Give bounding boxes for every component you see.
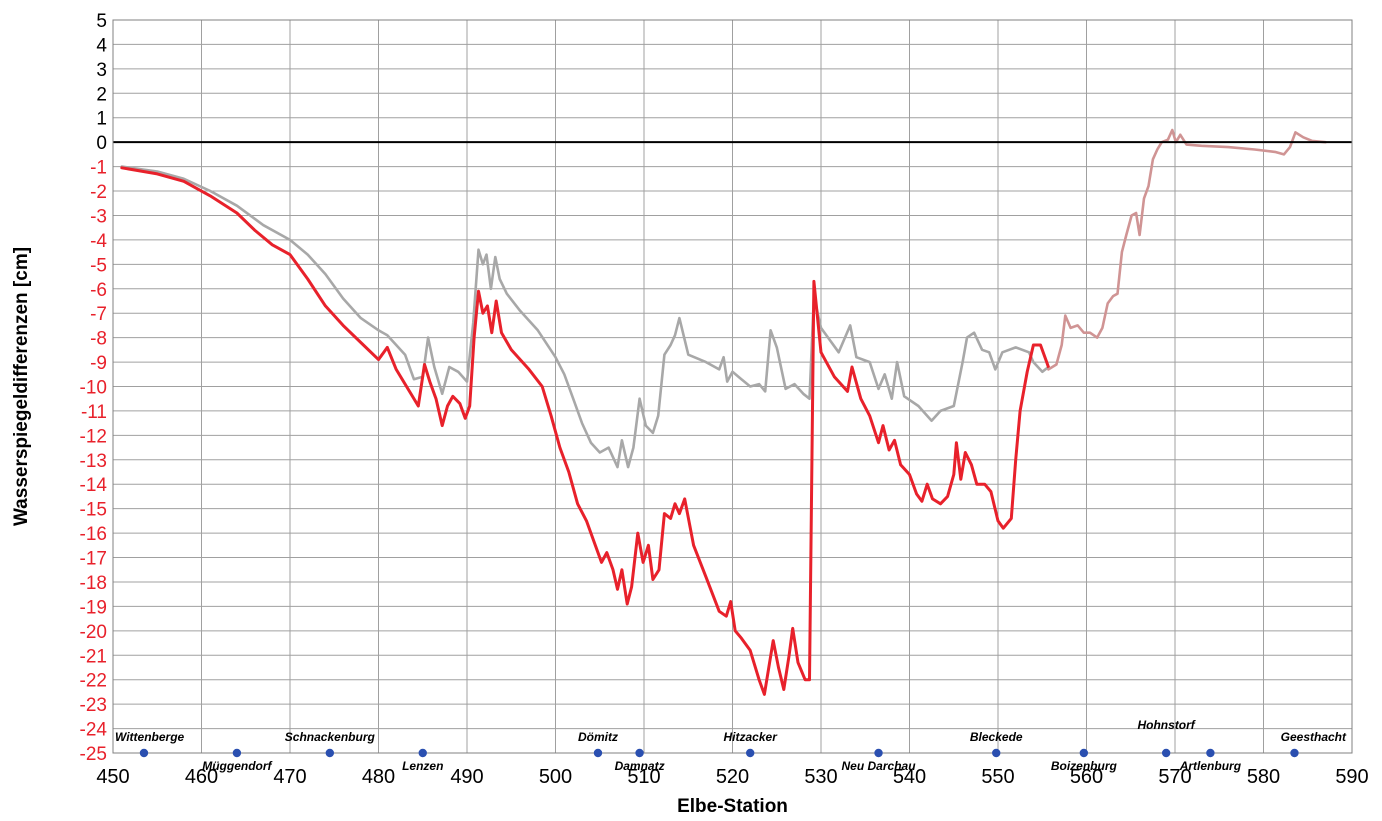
- plot-frame: [112, 19, 1353, 754]
- series-line-3: [1047, 128, 1327, 371]
- y-tick-label: -24: [80, 720, 108, 741]
- y-tick-label: -14: [80, 475, 108, 496]
- y-tick-label: -6: [90, 280, 107, 301]
- station-label: Wittenberge: [115, 730, 185, 744]
- x-tick-label: 510: [627, 766, 660, 788]
- station-label: Neu Darchau: [842, 759, 917, 773]
- y-tick-label: -1: [90, 158, 107, 179]
- y-tick-label: -7: [90, 304, 107, 325]
- y-tick-label: -18: [80, 573, 107, 594]
- station-marker: [1161, 748, 1171, 758]
- station-label: Schnackenburg: [285, 730, 376, 744]
- y-tick-label: -19: [80, 597, 107, 618]
- station-marker: [1290, 748, 1299, 758]
- y-tick-label: 3: [96, 60, 107, 81]
- station-label: Hitzacker: [724, 730, 779, 744]
- station-marker: [635, 748, 644, 758]
- y-tick-label: -17: [80, 549, 107, 570]
- y-tick-label: -12: [80, 426, 107, 447]
- station-marker: [593, 748, 603, 758]
- station-label: Dömitz: [578, 730, 618, 744]
- x-tick-label: 520: [716, 766, 749, 788]
- x-tick-label: 570: [1158, 766, 1191, 788]
- station-marker: [746, 748, 755, 758]
- x-tick-label: 590: [1335, 766, 1368, 788]
- y-tick-label: -21: [80, 646, 107, 667]
- x-tick-label: 550: [981, 766, 1014, 788]
- station-marker: [139, 748, 149, 758]
- station-marker: [992, 748, 1001, 758]
- x-tick-label: 480: [362, 766, 395, 788]
- y-tick-label: -22: [80, 671, 107, 692]
- y-tick-label: -2: [90, 182, 107, 203]
- x-tick-label: 470: [273, 766, 306, 788]
- x-axis-ticks: 450 460 470 480 490 500 510 520 530 540 550 560 570 5…: [96, 766, 1368, 788]
- station-marker: [232, 748, 242, 758]
- station-marker: [1206, 748, 1215, 758]
- y-tick-label: -10: [80, 378, 107, 399]
- station-label: Geesthacht: [1281, 730, 1347, 744]
- station-label: Artlenburg: [1179, 759, 1242, 773]
- station-marker: [418, 748, 427, 758]
- x-tick-label: 560: [1070, 766, 1103, 788]
- y-tick-label: 4: [96, 35, 107, 56]
- y-tick-label: -9: [90, 353, 107, 374]
- series-layer: [120, 128, 1327, 696]
- y-tick-label: -23: [80, 695, 107, 716]
- x-axis-title: Elbe-Station: [677, 796, 788, 817]
- x-tick-label: 490: [450, 766, 483, 788]
- y-axis-title: Wasserspiegeldifferenzen [cm]: [11, 247, 32, 526]
- y-tick-label: -5: [90, 255, 107, 276]
- station-label: Damnatz: [615, 759, 665, 773]
- y-tick-label: -13: [80, 451, 107, 472]
- y-tick-label: -3: [90, 206, 107, 227]
- y-tick-label: 1: [96, 109, 107, 130]
- station-marker: [1079, 748, 1089, 758]
- y-tick-label: -25: [80, 744, 107, 765]
- station-markers: Wittenberge Müggendorf Schnackenburg Lenzen…: [115, 718, 1347, 773]
- station-label: Boizenburg: [1051, 759, 1118, 773]
- x-tick-label: 460: [185, 766, 218, 788]
- station-label: Bleckede: [970, 730, 1023, 744]
- station-marker: [874, 748, 883, 758]
- y-tick-label: -4: [90, 231, 107, 252]
- x-tick-label: 530: [804, 766, 837, 788]
- station-marker: [325, 748, 335, 758]
- x-tick-label: 580: [1247, 766, 1280, 788]
- y-tick-label: -8: [90, 329, 107, 350]
- x-tick-label: 450: [96, 766, 129, 788]
- x-tick-label: 500: [539, 766, 572, 788]
- y-tick-label: -15: [80, 500, 107, 521]
- station-label: Müggendorf: [202, 759, 272, 773]
- y-tick-label: 0: [96, 133, 107, 154]
- series-line-1: [120, 165, 1050, 469]
- y-tick-label: 2: [96, 84, 107, 105]
- y-tick-label: 5: [96, 11, 107, 32]
- y-tick-label: -16: [80, 524, 107, 545]
- station-label: Hohnstorf: [1137, 718, 1195, 732]
- y-tick-label: -11: [81, 402, 107, 423]
- y-axis-ticks: 5 4 3 2 1 0 -1 -2 -3 -4 -5 -6 -7 -8 -9 -10 -11 -12 -13 -14 -…: [80, 11, 108, 765]
- y-tick-label: -20: [80, 622, 107, 643]
- series-line-2: [120, 166, 1050, 696]
- x-tick-label: 540: [893, 766, 926, 788]
- station-label: Lenzen: [402, 759, 443, 773]
